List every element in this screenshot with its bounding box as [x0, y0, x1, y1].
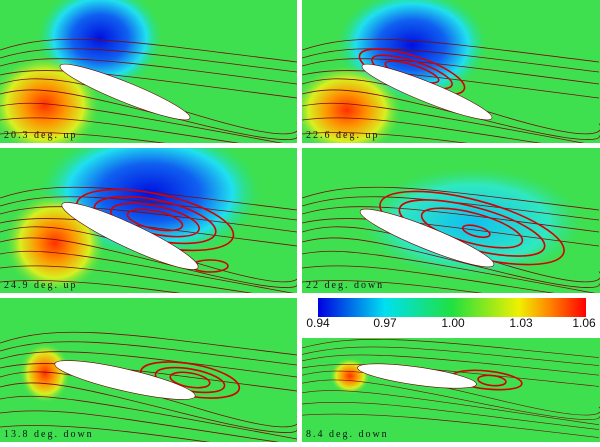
high-pressure — [330, 358, 370, 394]
colorbar: 0.94 0.97 1.00 1.03 1.06 — [306, 298, 596, 330]
panel-label: 24.9 deg. up — [4, 280, 77, 291]
high-pressure — [20, 343, 70, 403]
colorbar-tick-label: 1.00 — [441, 316, 465, 330]
panel: 22 deg. down — [302, 148, 600, 293]
panel-label: 22.6 deg. up — [306, 130, 379, 141]
airfoil — [61, 202, 199, 270]
panel: 20.3 deg. up — [0, 0, 297, 143]
panel-label: 13.8 deg. down — [4, 429, 94, 440]
airfoil — [357, 363, 477, 389]
colorbar-tick-label: 0.97 — [373, 316, 397, 330]
airfoil — [361, 63, 493, 121]
colorbar-tick-label: 0.94 — [306, 316, 330, 330]
low-pressure — [362, 168, 582, 278]
panel-label: 8.4 deg. down — [306, 429, 389, 440]
panel: 22.6 deg. up — [302, 0, 600, 143]
panel: 24.9 deg. up — [0, 148, 297, 293]
panel: 8.4 deg. down — [302, 338, 600, 442]
colorbar-gradient — [318, 298, 586, 317]
airfoil — [359, 208, 495, 268]
panel-label: 20.3 deg. up — [4, 130, 77, 141]
colorbar-tick-label: 1.06 — [572, 316, 596, 330]
colorbar-tick-label: 1.03 — [509, 316, 533, 330]
panel-label: 22 deg. down — [306, 280, 384, 291]
airfoil — [54, 360, 196, 400]
panel: 13.8 deg. down — [0, 298, 297, 442]
airfoil — [59, 63, 191, 121]
